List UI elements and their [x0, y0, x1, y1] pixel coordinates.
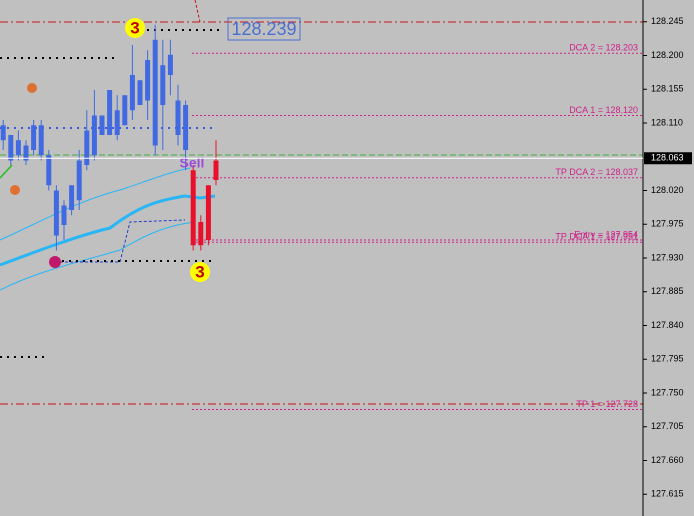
candle-body — [99, 115, 105, 135]
candle-body — [145, 60, 151, 101]
y-tick-label: 127.840 — [651, 320, 684, 330]
ma-line — [0, 194, 216, 267]
high-price-label: 128.239 — [231, 19, 296, 39]
y-tick-label: 127.930 — [651, 252, 684, 262]
candle-body — [15, 140, 21, 156]
level-label: DCA 1 = 128.120 — [569, 105, 638, 115]
wave-label: 3 — [130, 18, 139, 37]
candle-body — [167, 54, 173, 75]
pointer-line — [194, 0, 201, 23]
y-tick-label: 127.795 — [651, 354, 684, 364]
candle-body — [38, 125, 44, 156]
price-box — [227, 17, 301, 41]
candle-body — [137, 80, 143, 105]
marker — [27, 83, 37, 93]
ma-band — [0, 167, 191, 241]
candle-body — [198, 222, 204, 246]
moving-averages — [0, 164, 216, 291]
zone-line — [55, 219, 186, 263]
candle-body — [69, 185, 75, 210]
signal-label: Sell — [180, 155, 205, 171]
marker — [49, 256, 61, 268]
level-label: Entry = 127.954 — [574, 229, 638, 239]
candle-body — [46, 155, 52, 186]
candle-body — [190, 170, 196, 246]
y-tick-label: 128.200 — [651, 50, 684, 60]
candle-body — [160, 65, 166, 105]
y-tick-label: 127.705 — [651, 421, 684, 431]
current-price-box — [644, 152, 692, 165]
level-label: TP 1 = 127.728 — [576, 399, 638, 409]
level-label: TP DCA 2 = 128.037 — [555, 167, 638, 177]
candle-body — [175, 100, 181, 135]
y-tick-label: 128.110 — [651, 117, 683, 127]
y-tick-label: 128.020 — [651, 185, 684, 195]
candle-body — [23, 145, 29, 161]
level-label: DCA 2 = 128.203 — [569, 43, 638, 53]
candle-body — [84, 130, 90, 165]
y-tick-label: 128.155 — [651, 84, 684, 94]
wave-badge — [190, 262, 210, 282]
candle-body — [205, 185, 211, 240]
y-tick-label: 127.885 — [651, 286, 684, 296]
candle-body — [0, 125, 6, 141]
y-tick-label: 127.660 — [651, 455, 684, 465]
candle-body — [53, 190, 59, 236]
candle-body — [122, 95, 128, 126]
y-tick-label: 127.615 — [651, 489, 684, 499]
candle-body — [213, 160, 219, 180]
trend-line — [0, 164, 13, 179]
candle-body — [152, 39, 158, 146]
current-price-label: 128.063 — [651, 153, 684, 163]
level-label: TP DCA 1 = 127.951 — [555, 232, 638, 242]
wave-label: 3 — [195, 262, 204, 281]
y-tick-label: 127.750 — [651, 387, 684, 397]
y-tick-label: 127.975 — [651, 219, 684, 229]
candle-body — [8, 135, 14, 161]
ma-band — [0, 221, 196, 291]
candle-body — [114, 110, 120, 135]
wave-badge — [125, 18, 145, 38]
candle-body — [129, 75, 135, 111]
marker — [10, 185, 20, 195]
candle-body — [91, 115, 97, 156]
y-tick-label: 128.245 — [651, 16, 684, 26]
candle-body — [61, 205, 67, 225]
plot: DCA 2 = 128.203 DCA 1 = 128.120 TP DCA 2 =… — [0, 24, 643, 410]
candle-body — [31, 125, 37, 150]
candle-body — [183, 105, 189, 150]
candle-body — [107, 90, 113, 135]
candle-body — [76, 160, 82, 201]
